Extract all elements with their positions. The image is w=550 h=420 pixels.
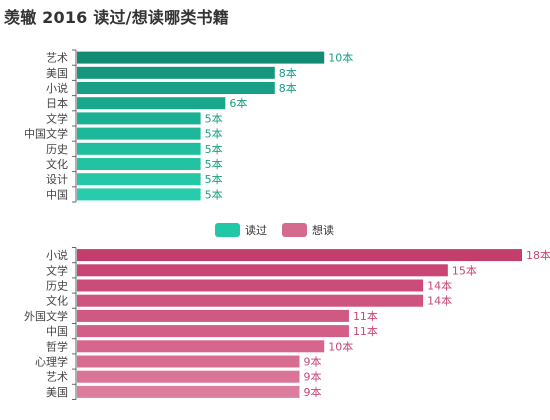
read-value-label: 5本 [205,127,223,141]
want-bar[interactable] [77,370,300,383]
want-value-label: 18本 [526,248,550,262]
want-category-label: 文学 [46,263,68,277]
read-bar[interactable] [77,142,201,155]
legend-label: 读过 [245,223,267,237]
want-value-label: 9本 [304,385,322,399]
read-bar[interactable] [77,127,201,140]
want-bar[interactable] [77,385,300,398]
read-bar[interactable] [77,82,275,94]
want-value-label: 11本 [353,309,378,323]
read-category-label: 艺术 [46,52,68,65]
read-category-label: 美国 [46,67,68,80]
legend-item[interactable]: 想读 [282,223,334,237]
read-category-label: 小说 [46,81,68,95]
legend-swatch [282,223,307,237]
read-value-label: 6本 [229,96,247,110]
read-bar[interactable] [77,188,201,201]
read-category-label: 文化 [46,157,68,171]
read-bar[interactable] [77,51,325,64]
read-category-label: 日本 [46,96,68,110]
want-value-label: 15本 [452,263,477,277]
read-value-label: 10本 [328,51,353,65]
want-category-label: 哲学 [46,339,68,353]
want-category-label: 文化 [46,294,68,308]
read-value-label: 5本 [205,187,223,201]
read-value-label: 5本 [205,157,223,171]
read-category-label: 设计 [46,173,68,186]
read-category-label: 文学 [46,111,68,125]
want-category-label: 小说 [46,248,68,262]
want-bar[interactable] [77,340,325,353]
want-bar[interactable] [77,325,349,338]
read-value-label: 5本 [205,172,223,186]
read-bar[interactable] [77,173,201,186]
legend[interactable]: 读过 想读 [215,223,334,237]
read-value-label: 5本 [205,111,223,125]
want-bar[interactable] [77,264,448,277]
read-bar[interactable] [77,112,201,125]
want-value-label: 11本 [353,324,378,338]
read-category-label: 中国文学 [24,127,68,141]
want-value-label: 9本 [304,355,322,369]
read-value-label: 8本 [279,81,297,95]
read-value-label: 8本 [279,66,297,80]
want-category-label: 心理学 [35,355,68,369]
chart-title: 羡辙 2016 读过/想读哪类书籍 [4,8,229,27]
want-category-label: 美国 [46,386,68,399]
want-value-label: 14本 [427,294,452,308]
read-value-label: 5本 [205,142,223,156]
read-bar[interactable] [77,66,275,79]
want-bar[interactable] [77,294,424,307]
want-category-label: 艺术 [46,371,68,384]
want-bar[interactable] [77,279,424,292]
legend-swatch [215,223,240,237]
want-value-label: 10本 [328,339,353,353]
want-bar[interactable] [77,309,349,322]
want-category-label: 历史 [46,280,68,293]
read-category-label: 历史 [46,143,68,156]
read-bar[interactable] [77,97,226,110]
want-category-label: 中国 [46,325,68,338]
want-bar[interactable] [77,249,522,262]
legend-label: 想读 [312,223,334,237]
read-category-label: 中国 [46,188,68,201]
want-bar[interactable] [77,355,300,368]
read-bar[interactable] [77,158,201,170]
want-value-label: 14本 [427,279,452,293]
want-value-label: 9本 [304,370,322,384]
want-category-label: 外国文学 [24,309,68,323]
legend-item[interactable]: 读过 [215,223,267,237]
